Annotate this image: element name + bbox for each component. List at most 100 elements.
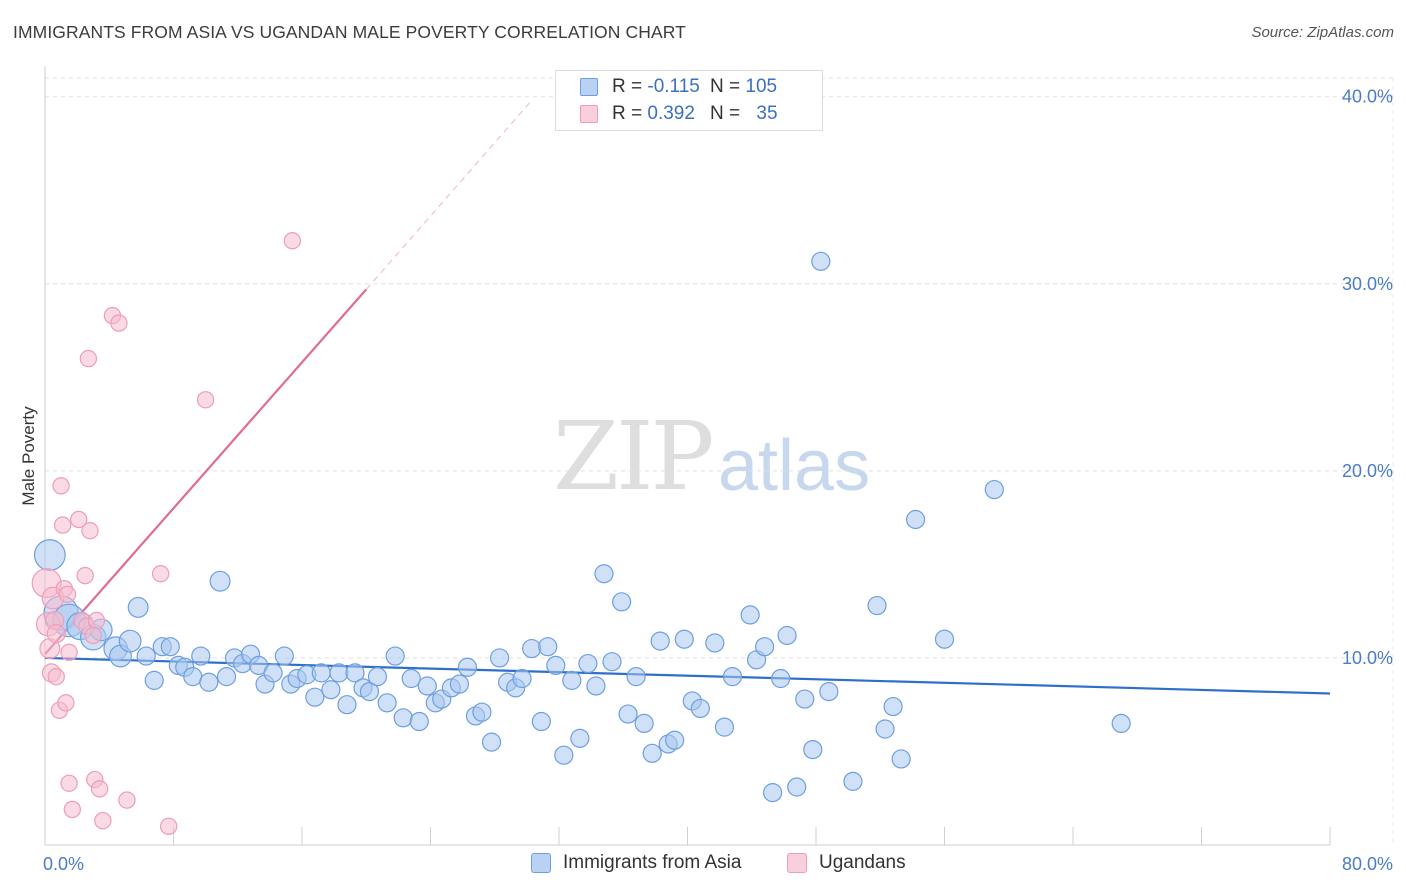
point-asia xyxy=(401,668,421,689)
point-ugandans xyxy=(196,391,215,409)
point-asia xyxy=(705,633,725,653)
point-asia xyxy=(594,564,614,584)
y-tick-label: 40.0% xyxy=(1342,87,1393,107)
point-asia xyxy=(305,687,325,707)
point-asia xyxy=(216,667,237,687)
point-asia xyxy=(714,717,735,737)
chart-source: Source: ZipAtlas.com xyxy=(1251,24,1394,41)
point-ugandans xyxy=(94,811,112,830)
point-asia xyxy=(763,783,783,803)
point-asia xyxy=(819,681,839,702)
point-asia xyxy=(512,668,532,689)
point-asia xyxy=(274,646,294,666)
point-asia xyxy=(811,251,831,271)
point-ugandans xyxy=(151,565,170,583)
legend-item-ugandans[interactable]: Ugandans xyxy=(787,852,906,874)
tick-labels: 10.0% 20.0% 30.0% 40.0% 0.0% 80.0% xyxy=(43,87,1393,874)
legend-item-asia[interactable]: Immigrants from Asia xyxy=(531,852,741,874)
point-asia xyxy=(359,681,380,702)
point-ugandans xyxy=(70,510,88,529)
point-asia xyxy=(934,629,955,649)
point-ugandans xyxy=(90,780,109,798)
point-asia xyxy=(329,663,349,683)
point-asia xyxy=(118,629,142,653)
point-asia xyxy=(875,719,895,739)
point-asia xyxy=(481,732,502,752)
trend-lines xyxy=(44,100,1331,695)
point-asia xyxy=(690,698,710,719)
point-asia xyxy=(771,668,791,689)
point-asia xyxy=(209,570,231,592)
chart-title: IMMIGRANTS FROM ASIA VS UGANDAN MALE POV… xyxy=(13,22,686,42)
point-asia xyxy=(522,638,542,659)
legend-row-ugandans: R = 0.392 N = 35 xyxy=(556,101,778,127)
point-asia xyxy=(570,728,590,748)
point-ugandans xyxy=(60,643,78,662)
point-asia xyxy=(136,646,156,666)
point-asia xyxy=(562,670,582,690)
point-ugandans xyxy=(118,791,136,809)
watermark-atlas: atlas xyxy=(718,426,871,506)
point-ugandans xyxy=(52,477,70,495)
legend-n-asia: 105 xyxy=(745,76,778,97)
point-asia xyxy=(867,595,887,616)
point-asia xyxy=(385,646,405,666)
point-asia xyxy=(199,672,219,692)
point-asia xyxy=(665,730,685,750)
point-asia xyxy=(546,655,566,676)
point-asia xyxy=(191,646,211,666)
legend-r-ugandans: 0.392 xyxy=(647,103,695,124)
point-asia xyxy=(803,739,823,760)
point-ugandans xyxy=(76,566,94,585)
point-asia xyxy=(618,704,638,724)
point-ugandans xyxy=(47,667,65,686)
trend-line-ugandans xyxy=(44,288,368,655)
point-ugandans xyxy=(53,516,72,534)
axes xyxy=(44,66,1331,846)
point-asia xyxy=(377,693,397,713)
legend-swatch-asia xyxy=(580,78,598,96)
point-ugandans xyxy=(57,694,75,712)
data-points xyxy=(31,232,1131,835)
point-asia xyxy=(642,743,662,763)
legend-label-asia: Immigrants from Asia xyxy=(563,852,742,873)
point-asia xyxy=(472,702,492,722)
x-tick-label: 0.0% xyxy=(43,854,84,874)
point-asia xyxy=(905,509,926,530)
legend-label-ugandans: Ugandans xyxy=(819,852,906,873)
point-ugandans xyxy=(283,232,302,250)
legend-swatch-asia-bottom xyxy=(531,853,551,873)
point-ugandans xyxy=(60,774,78,792)
y-tick-label: 10.0% xyxy=(1342,648,1393,668)
point-asia xyxy=(263,663,283,683)
point-asia xyxy=(612,592,632,612)
point-asia xyxy=(345,663,365,683)
point-asia xyxy=(984,479,1004,500)
series-legend: Immigrants from Asia Ugandans xyxy=(0,852,1406,878)
point-asia xyxy=(650,631,670,651)
point-ugandans xyxy=(159,817,178,835)
point-ugandans xyxy=(46,624,66,644)
point-asia xyxy=(634,713,654,734)
point-ugandans xyxy=(110,314,128,332)
point-asia xyxy=(777,625,797,646)
point-asia xyxy=(554,745,574,765)
point-asia xyxy=(674,629,694,649)
point-asia xyxy=(586,676,606,696)
legend-row-asia: R = -0.115 N = 105 xyxy=(556,74,777,100)
point-asia xyxy=(489,648,510,668)
point-asia xyxy=(787,777,807,797)
point-ugandans xyxy=(79,349,98,368)
point-asia xyxy=(337,695,357,715)
point-asia xyxy=(626,667,646,687)
legend-swatch-ugandans-bottom xyxy=(787,853,807,873)
point-asia xyxy=(183,667,203,687)
point-asia xyxy=(409,711,429,732)
point-asia xyxy=(321,680,341,700)
point-asia xyxy=(740,605,760,625)
point-asia xyxy=(393,708,413,728)
point-asia xyxy=(883,696,903,717)
point-asia xyxy=(160,637,180,657)
point-asia xyxy=(1111,713,1131,734)
